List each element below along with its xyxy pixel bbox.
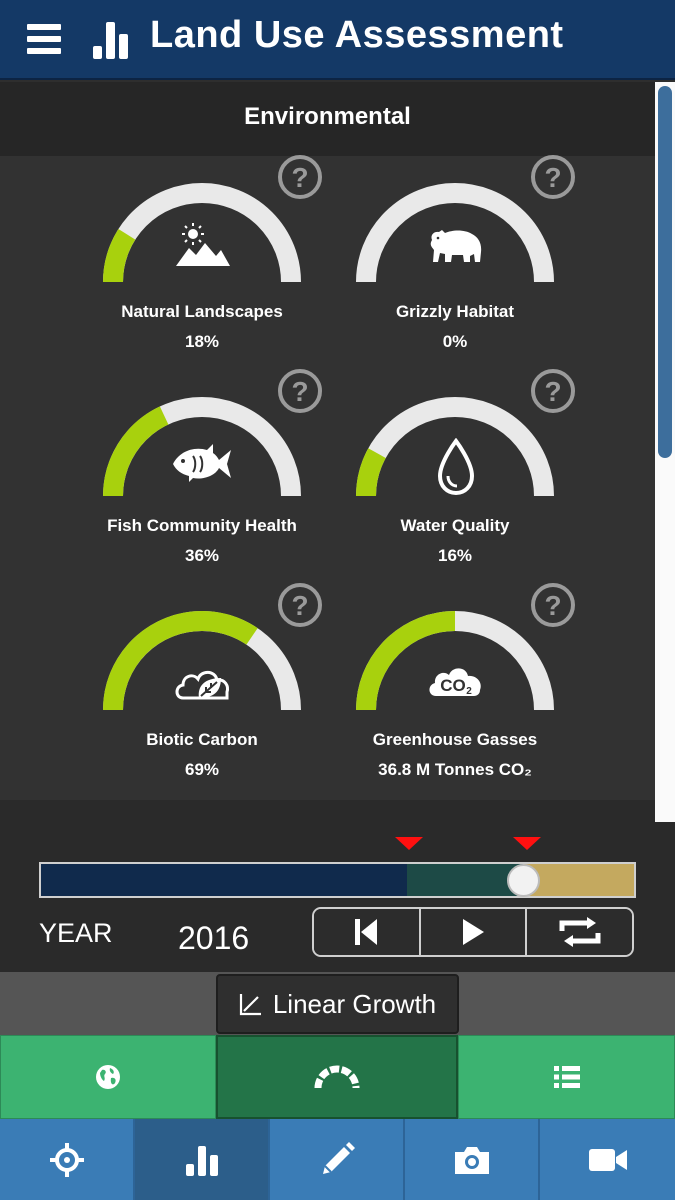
year-value: 2016 bbox=[178, 920, 250, 956]
help-icon[interactable]: ? bbox=[530, 582, 576, 628]
gauge-icon bbox=[314, 1065, 360, 1089]
svg-text:?: ? bbox=[544, 376, 561, 407]
mountains-sun-icon bbox=[176, 223, 230, 266]
indicator-card-grizzly-habitat: ? Grizzly Habitat 0% bbox=[350, 155, 575, 362]
list-icon bbox=[553, 1066, 580, 1088]
indicator-name: Grizzly Habitat bbox=[395, 302, 515, 321]
tab-map[interactable] bbox=[0, 1035, 216, 1119]
camera-icon bbox=[454, 1146, 489, 1174]
nav-locate[interactable] bbox=[0, 1119, 135, 1200]
nav-charts[interactable] bbox=[135, 1119, 270, 1200]
svg-text:?: ? bbox=[291, 590, 308, 621]
skip-back-button[interactable] bbox=[314, 909, 421, 955]
indicator-value: 69% bbox=[184, 760, 220, 779]
indicator-gauge bbox=[103, 397, 301, 497]
timeline-marker bbox=[394, 837, 423, 850]
bottom-nav bbox=[0, 1119, 675, 1200]
indicator-card-natural-landscapes: ? Natural Landscapes 18% bbox=[97, 155, 322, 362]
indicator-value: 36.8 M Tonnes CO₂ bbox=[378, 760, 532, 779]
play-button[interactable] bbox=[420, 909, 528, 955]
indicator-gauge bbox=[356, 611, 554, 711]
indicator-name: Biotic Carbon bbox=[146, 730, 258, 749]
indicator-name: Fish Community Health bbox=[107, 516, 297, 535]
play-icon bbox=[463, 919, 484, 945]
scrollbar-thumb[interactable] bbox=[658, 86, 672, 458]
playback-controls bbox=[312, 907, 634, 957]
indicator-card-water-quality: ? Water Quality 16% bbox=[350, 369, 575, 576]
help-icon[interactable]: ? bbox=[530, 368, 576, 414]
indicator-value: 16% bbox=[437, 546, 473, 565]
section-title: Environmental bbox=[244, 103, 411, 130]
help-icon[interactable]: ? bbox=[277, 582, 323, 628]
indicator-card-fish-community-health: ? Fish Community Health 36% bbox=[97, 369, 322, 576]
indicator-card-greenhouse-gasses: CO 2 ? Greenhouse Gasses 36.8 M Tonnes C… bbox=[350, 583, 575, 790]
repeat-icon bbox=[559, 917, 601, 947]
scenario-bar: Linear Growth bbox=[0, 972, 675, 1035]
indicators-pane: Environmental ? Natur bbox=[0, 82, 655, 822]
help-icon[interactable]: ? bbox=[277, 154, 323, 200]
timeline-marker bbox=[513, 837, 542, 850]
timeline-slider[interactable] bbox=[39, 862, 636, 898]
nav-video[interactable] bbox=[540, 1119, 675, 1200]
pencil-icon bbox=[322, 1141, 355, 1174]
pane-footer bbox=[0, 800, 655, 822]
indicator-card-biotic-carbon: ? Biotic Carbon 69% bbox=[97, 583, 322, 790]
svg-text:2: 2 bbox=[466, 686, 472, 697]
crosshair-icon bbox=[49, 1142, 84, 1177]
indicator-name: Greenhouse Gasses bbox=[372, 730, 538, 749]
leaf-cloud-icon bbox=[175, 670, 229, 700]
indicator-name: Natural Landscapes bbox=[121, 302, 283, 321]
hamburger-icon[interactable] bbox=[27, 22, 61, 56]
svg-text:?: ? bbox=[291, 162, 308, 193]
indicator-value: 36% bbox=[184, 546, 220, 565]
timeline-segment-current bbox=[406, 864, 524, 896]
co2-cloud-icon: CO 2 bbox=[429, 668, 481, 697]
globe-icon bbox=[96, 1065, 120, 1089]
indicator-value: 18% bbox=[184, 332, 220, 351]
timeline-segment-past bbox=[41, 864, 407, 896]
bear-icon bbox=[430, 230, 482, 262]
app-title: Land Use Assessment bbox=[150, 14, 564, 56]
help-icon[interactable]: ? bbox=[277, 368, 323, 414]
indicator-gauge bbox=[356, 183, 554, 283]
indicator-gauge bbox=[103, 183, 301, 283]
section-header: Environmental bbox=[0, 82, 655, 156]
svg-text:CO: CO bbox=[440, 676, 466, 695]
nav-camera[interactable] bbox=[405, 1119, 540, 1200]
linear-graph-icon bbox=[239, 994, 261, 1016]
indicator-name: Water Quality bbox=[400, 516, 510, 535]
repeat-button[interactable] bbox=[527, 909, 632, 955]
app-header: Land Use Assessment bbox=[0, 0, 675, 80]
svg-text:?: ? bbox=[544, 590, 561, 621]
tab-list[interactable] bbox=[458, 1035, 675, 1119]
indicator-gauge bbox=[356, 397, 554, 497]
svg-text:?: ? bbox=[291, 376, 308, 407]
svg-text:?: ? bbox=[544, 162, 561, 193]
indicator-value: 0% bbox=[442, 332, 468, 351]
water-drop-icon bbox=[437, 438, 475, 496]
bar-chart-icon bbox=[185, 1145, 218, 1176]
view-tabs bbox=[0, 1035, 675, 1119]
indicator-gauge bbox=[103, 611, 301, 711]
nav-edit[interactable] bbox=[270, 1119, 405, 1200]
scenario-label: Linear Growth bbox=[272, 988, 437, 1019]
skip-back-icon bbox=[355, 919, 378, 945]
scenario-button[interactable]: Linear Growth bbox=[216, 974, 459, 1034]
video-camera-icon bbox=[588, 1148, 627, 1171]
timeline-knob[interactable] bbox=[507, 864, 541, 897]
tab-indicators[interactable] bbox=[216, 1035, 458, 1119]
timeline-segment-future bbox=[523, 864, 634, 896]
timeline-panel: YEAR 2016 bbox=[0, 822, 675, 972]
fish-icon bbox=[173, 444, 231, 482]
scrollbar[interactable] bbox=[655, 82, 675, 822]
help-icon[interactable]: ? bbox=[530, 154, 576, 200]
year-label: YEAR bbox=[39, 918, 113, 948]
bar-chart-icon bbox=[93, 22, 128, 59]
